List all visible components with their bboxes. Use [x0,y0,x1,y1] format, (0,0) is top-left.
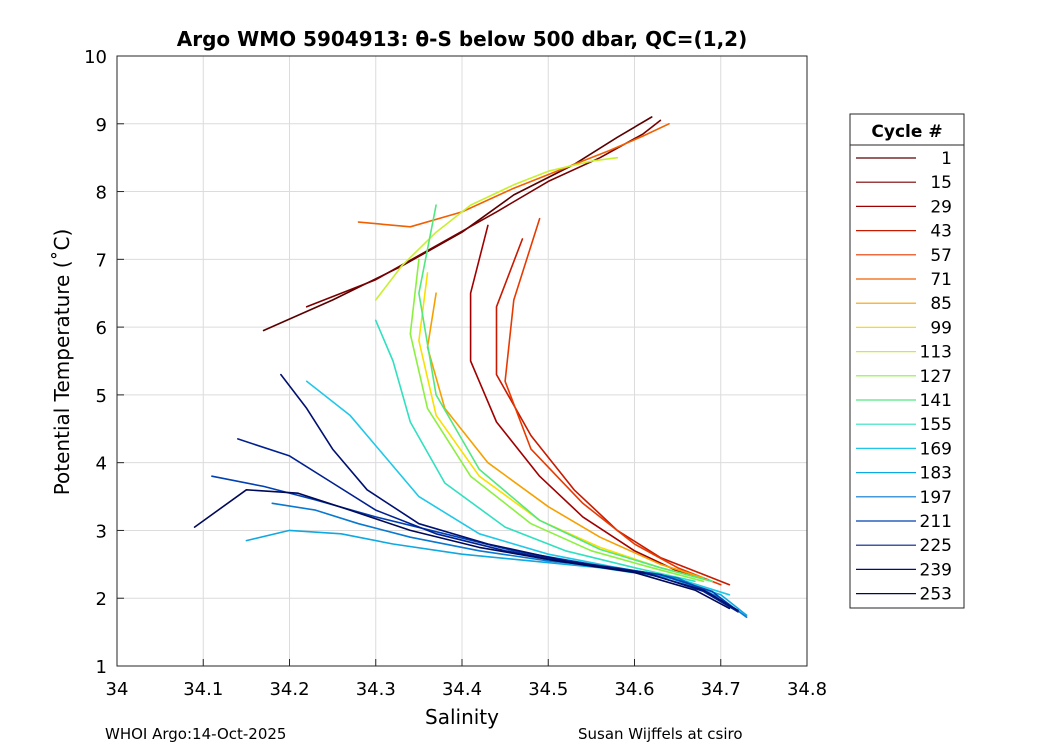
y-tick-label: 1 [96,657,107,678]
legend-entry-label: 183 [920,464,952,484]
series-line-cycle-85 [426,292,705,579]
legend-entry-label: 253 [920,585,952,605]
legend-entry-label: 197 [920,488,952,508]
x-tick-label: 34.2 [269,679,309,700]
x-tick-label: 34.4 [442,679,482,700]
y-tick-label: 10 [84,47,107,68]
series-line-cycle-225 [237,438,739,613]
legend: Cycle # 1 15 29 43 57 71 85 99 113 127 141 155 169 18… [849,113,965,609]
x-tick-label: 34.8 [787,679,827,700]
y-tick-label: 2 [96,589,107,610]
y-tick-label: 5 [96,386,107,407]
x-tick-label: 34.5 [528,679,568,700]
legend-entry-label: 225 [920,536,952,556]
series-line-cycle-197 [271,502,748,619]
x-tick-label: 34.1 [183,679,223,700]
legend-entry-label: 169 [920,439,952,459]
legend-entries: 1 15 29 43 57 71 85 99 113 127 141 155 169 183 197 211 2… [856,149,952,605]
legend-entry-label: 57 [930,246,952,266]
grid-layer [117,56,807,666]
series-line-cycle-127 [409,258,705,583]
legend-entry-label: 43 [930,222,952,242]
series-line-cycle-155 [374,319,696,583]
x-axis-label: Salinity [425,705,499,729]
chart-title: Argo WMO 5904913: θ-S below 500 dbar, QC… [177,27,747,51]
series-line-cycle-29 [469,224,713,583]
x-tick-label: 34 [106,679,129,700]
legend-entry-label: 99 [930,318,952,338]
legend-entry-label: 1 [941,149,952,169]
footer-credit-left: WHOI Argo:14-Oct-2025 [105,725,287,743]
y-tick-label: 9 [96,115,107,136]
series-line-cycle-43 [495,238,731,586]
y-axis-label: Potential Temperature (˚C) [50,229,74,496]
legend-entry-label: 15 [930,173,952,193]
y-tick-label: 4 [96,454,107,475]
y-tick-label: 3 [96,521,107,542]
series-line-cycle-141 [418,204,713,583]
legend-entry-label: 239 [920,560,952,580]
series-layer [193,116,748,619]
legend-entry-label: 155 [920,415,952,435]
series-line-cycle-15 [305,119,662,308]
series-line-cycle-1 [262,116,653,332]
x-tick-label: 34.3 [356,679,396,700]
tick-layer: 34 34.1 34.2 34.3 34.4 34.5 34.6 34.7 34.8123456… [84,47,827,700]
series-line-cycle-99 [418,272,713,583]
legend-title: Cycle # [871,122,942,142]
series-line-cycle-113 [374,156,619,301]
x-tick-label: 34.6 [614,679,654,700]
y-tick-label: 8 [96,183,107,204]
series-line-cycle-253 [193,488,731,610]
y-tick-label: 7 [96,250,107,271]
legend-entry-label: 141 [920,391,952,411]
series-line-cycle-71 [357,123,670,228]
legend-entry-label: 71 [930,270,952,290]
series-line-cycle-239 [280,373,739,612]
y-tick-label: 6 [96,318,107,339]
footer-credit-right: Susan Wijffels at csiro [578,725,743,743]
legend-entry-label: 113 [920,343,952,363]
legend-entry-label: 127 [920,367,952,387]
x-tick-label: 34.7 [701,679,741,700]
series-line-cycle-57 [504,217,722,586]
legend-entry-label: 85 [930,294,952,314]
legend-entry-label: 29 [930,197,952,217]
legend-entry-label: 211 [920,512,952,532]
legend-box [849,113,965,609]
